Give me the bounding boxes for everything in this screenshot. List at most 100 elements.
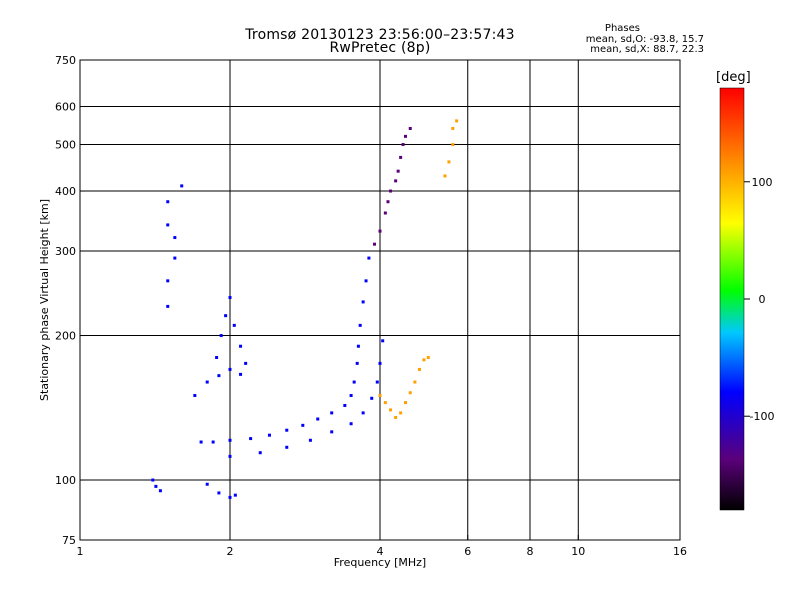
data-point: [403, 401, 407, 405]
data-point: [367, 256, 371, 260]
data-point: [373, 242, 377, 246]
data-point: [355, 361, 359, 365]
data-point: [228, 367, 232, 371]
data-point: [158, 489, 162, 493]
x-axis-label: Frequency [MHz]: [334, 556, 426, 569]
data-point: [455, 119, 459, 123]
chart-subtitle: RwPretec (8p): [329, 40, 431, 56]
data-point: [244, 361, 248, 365]
y-tick-label: 600: [55, 101, 76, 114]
data-point: [422, 358, 426, 362]
data-point: [239, 372, 243, 376]
data-point: [394, 179, 398, 183]
data-point: [399, 155, 403, 159]
x-tick-label: 6: [464, 545, 471, 558]
data-point: [205, 482, 209, 486]
data-point: [301, 423, 305, 427]
data-point: [224, 314, 228, 318]
y-tick-label: 75: [62, 534, 76, 547]
data-point: [180, 184, 184, 188]
y-tick-label: 200: [55, 330, 76, 343]
data-point: [217, 491, 221, 495]
data-point: [217, 374, 221, 378]
data-point: [447, 160, 451, 164]
y-tick-label: 100: [55, 474, 76, 487]
data-point: [228, 296, 232, 300]
data-point: [215, 355, 219, 359]
data-point: [228, 438, 232, 442]
data-point: [358, 323, 362, 327]
data-point: [219, 334, 223, 338]
data-point: [330, 430, 334, 434]
data-point: [370, 396, 374, 400]
colorbar-tick-label: 100: [752, 176, 773, 189]
y-tick-label: 750: [55, 54, 76, 67]
data-point: [417, 367, 421, 371]
x-tick-label: 16: [673, 545, 687, 558]
grid-lines: [80, 60, 680, 540]
y-tick-label: 400: [55, 185, 76, 198]
data-point: [383, 211, 387, 215]
data-point: [285, 445, 289, 449]
phases-o-stats: mean, sd,O: -93.8, 15.7: [585, 34, 704, 45]
y-tick-label: 300: [55, 245, 76, 258]
data-point: [166, 304, 170, 308]
data-point: [381, 339, 385, 343]
y-tick-label: 500: [55, 139, 76, 152]
data-point: [364, 279, 368, 283]
data-point: [356, 344, 360, 348]
data-point: [396, 169, 400, 173]
data-point: [378, 361, 382, 365]
data-point: [394, 415, 398, 419]
data-point: [403, 134, 407, 138]
chart-title: Tromsø 20130123 23:56:00–23:57:43: [245, 27, 515, 43]
data-point: [378, 394, 382, 398]
data-point: [232, 323, 236, 327]
y-axis-label: Stationary phase Virtual Height [km]: [38, 199, 51, 401]
data-point: [451, 126, 455, 130]
data-point: [426, 355, 430, 359]
phases-x-stats: mean, sd,X: 88.7, 22.3: [590, 44, 704, 55]
data-point: [205, 380, 209, 384]
data-point: [383, 401, 387, 405]
data-point: [352, 380, 356, 384]
data-point: [211, 440, 215, 444]
x-tick-label: 2: [227, 545, 234, 558]
data-point: [361, 411, 365, 415]
axis-ticks: 1 2 4 6 8 10 16 75 100 200 300 400 500 600 750: [55, 54, 687, 558]
data-point: [166, 279, 170, 283]
colorbar-ticks: 100 0 -100: [744, 176, 774, 423]
data-point: [401, 143, 405, 147]
data-point: [249, 437, 253, 441]
data-point: [316, 417, 320, 421]
data-point: [408, 391, 412, 395]
data-point: [267, 433, 271, 437]
x-tick-label: 4: [377, 545, 384, 558]
data-point: [151, 478, 155, 482]
x-tick-label: 8: [527, 545, 534, 558]
data-point: [389, 189, 393, 193]
data-point: [389, 408, 393, 412]
phases-heading: Phases: [604, 23, 640, 34]
data-point: [166, 200, 170, 204]
x-tick-label: 10: [571, 545, 585, 558]
data-point: [408, 126, 412, 130]
data-point: [193, 394, 197, 398]
data-point: [228, 454, 232, 458]
data-point: [239, 344, 243, 348]
data-point: [173, 256, 177, 260]
data-point: [399, 411, 403, 415]
data-point: [258, 451, 262, 455]
colorbar-tick-label: -100: [750, 410, 775, 423]
colorbar-tick-label: 0: [759, 293, 766, 306]
data-point: [378, 229, 382, 233]
data-point: [443, 174, 447, 178]
data-point: [166, 223, 170, 227]
x-tick-label: 1: [77, 545, 84, 558]
data-point: [173, 236, 177, 240]
data-point: [285, 428, 289, 432]
data-point: [343, 403, 347, 407]
data-point: [349, 394, 353, 398]
data-point: [349, 422, 353, 426]
